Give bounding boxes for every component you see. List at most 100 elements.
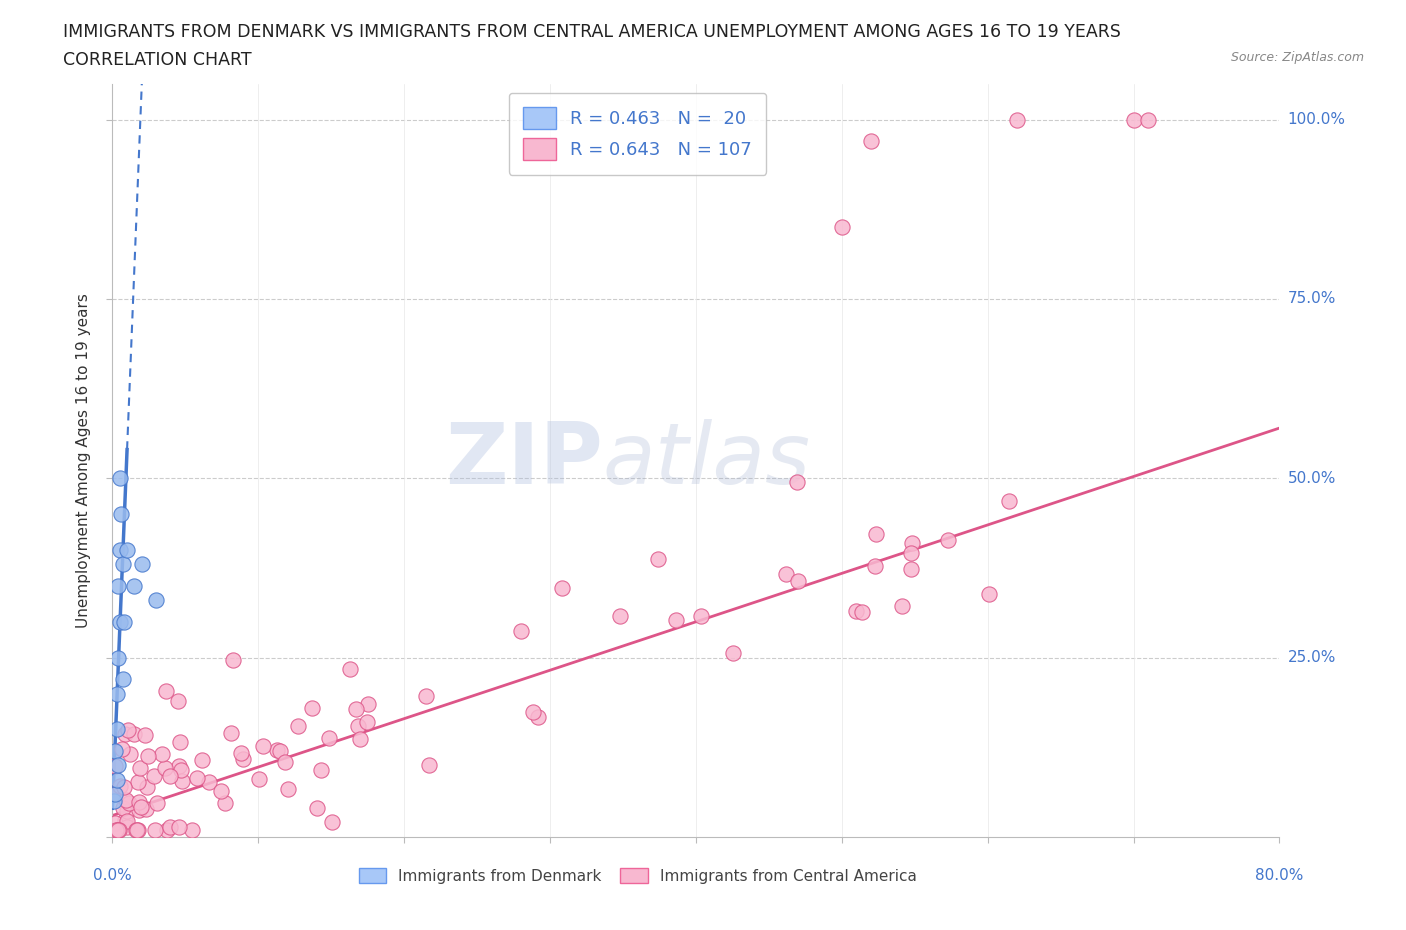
Point	[134, 728, 156, 743]
Point	[124, 578, 146, 593]
Text: Source: ZipAtlas.com: Source: ZipAtlas.com	[1230, 51, 1364, 64]
Text: ZIP: ZIP	[444, 418, 603, 502]
Point	[124, 822, 146, 837]
Point	[191, 753, 214, 768]
Point	[111, 671, 134, 686]
Point	[347, 719, 370, 734]
Point	[647, 551, 669, 566]
Point	[845, 604, 868, 618]
Point	[344, 701, 367, 716]
Point	[112, 801, 135, 816]
Point	[998, 494, 1021, 509]
Point	[186, 770, 208, 785]
Point	[775, 566, 797, 581]
Point	[142, 769, 165, 784]
Point	[104, 743, 127, 758]
Point	[104, 816, 127, 830]
Point	[104, 787, 127, 802]
Text: CORRELATION CHART: CORRELATION CHART	[63, 51, 252, 69]
Point	[159, 769, 181, 784]
Point	[339, 661, 361, 676]
Point	[665, 613, 688, 628]
Point	[277, 781, 299, 796]
Point	[115, 542, 138, 557]
Legend: Immigrants from Denmark, Immigrants from Central America: Immigrants from Denmark, Immigrants from…	[353, 861, 922, 890]
Point	[831, 219, 853, 234]
Point	[107, 578, 129, 593]
Point	[309, 763, 332, 777]
Point	[118, 796, 141, 811]
Point	[356, 714, 378, 729]
Point	[117, 804, 139, 818]
Point	[274, 754, 297, 769]
Point	[900, 562, 922, 577]
Point	[105, 722, 128, 737]
Point	[167, 759, 190, 774]
Point	[786, 474, 808, 489]
Point	[219, 725, 242, 740]
Point	[269, 744, 291, 759]
Point	[124, 727, 146, 742]
Point	[128, 794, 150, 809]
Point	[197, 775, 219, 790]
Point	[167, 693, 190, 708]
Point	[107, 758, 129, 773]
Point	[105, 822, 128, 837]
Point	[145, 592, 167, 607]
Point	[135, 802, 157, 817]
Point	[318, 731, 340, 746]
Point	[231, 746, 253, 761]
Point	[129, 799, 152, 814]
Point	[180, 822, 202, 837]
Point	[609, 608, 631, 623]
Point	[510, 623, 533, 638]
Point	[214, 795, 236, 810]
Point	[891, 599, 914, 614]
Point	[1005, 113, 1028, 127]
Point	[232, 751, 254, 766]
Text: 25.0%: 25.0%	[1288, 650, 1336, 665]
Point	[153, 761, 176, 776]
Point	[301, 701, 323, 716]
Point	[721, 645, 744, 660]
Point	[128, 761, 150, 776]
Point	[103, 793, 125, 808]
Point	[155, 684, 177, 698]
Point	[127, 822, 149, 837]
Point	[111, 742, 134, 757]
Point	[550, 581, 572, 596]
Point	[865, 527, 887, 542]
Point	[138, 748, 160, 763]
Point	[108, 822, 131, 837]
Point	[143, 822, 166, 837]
Point	[114, 812, 136, 827]
Point	[321, 815, 343, 830]
Point	[936, 532, 959, 547]
Point	[222, 652, 245, 667]
Point	[111, 557, 134, 572]
Point	[1137, 113, 1160, 127]
Point	[252, 738, 274, 753]
Point	[114, 726, 136, 741]
Point	[128, 803, 150, 817]
Point	[108, 471, 131, 485]
Text: 75.0%: 75.0%	[1288, 291, 1336, 306]
Point	[349, 731, 371, 746]
Point	[977, 587, 1000, 602]
Point	[104, 822, 127, 837]
Point	[104, 785, 127, 800]
Point	[307, 800, 329, 815]
Point	[786, 574, 808, 589]
Point	[169, 735, 191, 750]
Point	[415, 688, 437, 703]
Point	[170, 773, 193, 788]
Point	[105, 822, 128, 837]
Point	[266, 742, 288, 757]
Point	[117, 814, 139, 829]
Point	[863, 559, 886, 574]
Point	[287, 719, 309, 734]
Point	[115, 793, 138, 808]
Point	[110, 507, 132, 522]
Point	[851, 605, 873, 620]
Point	[156, 822, 179, 837]
